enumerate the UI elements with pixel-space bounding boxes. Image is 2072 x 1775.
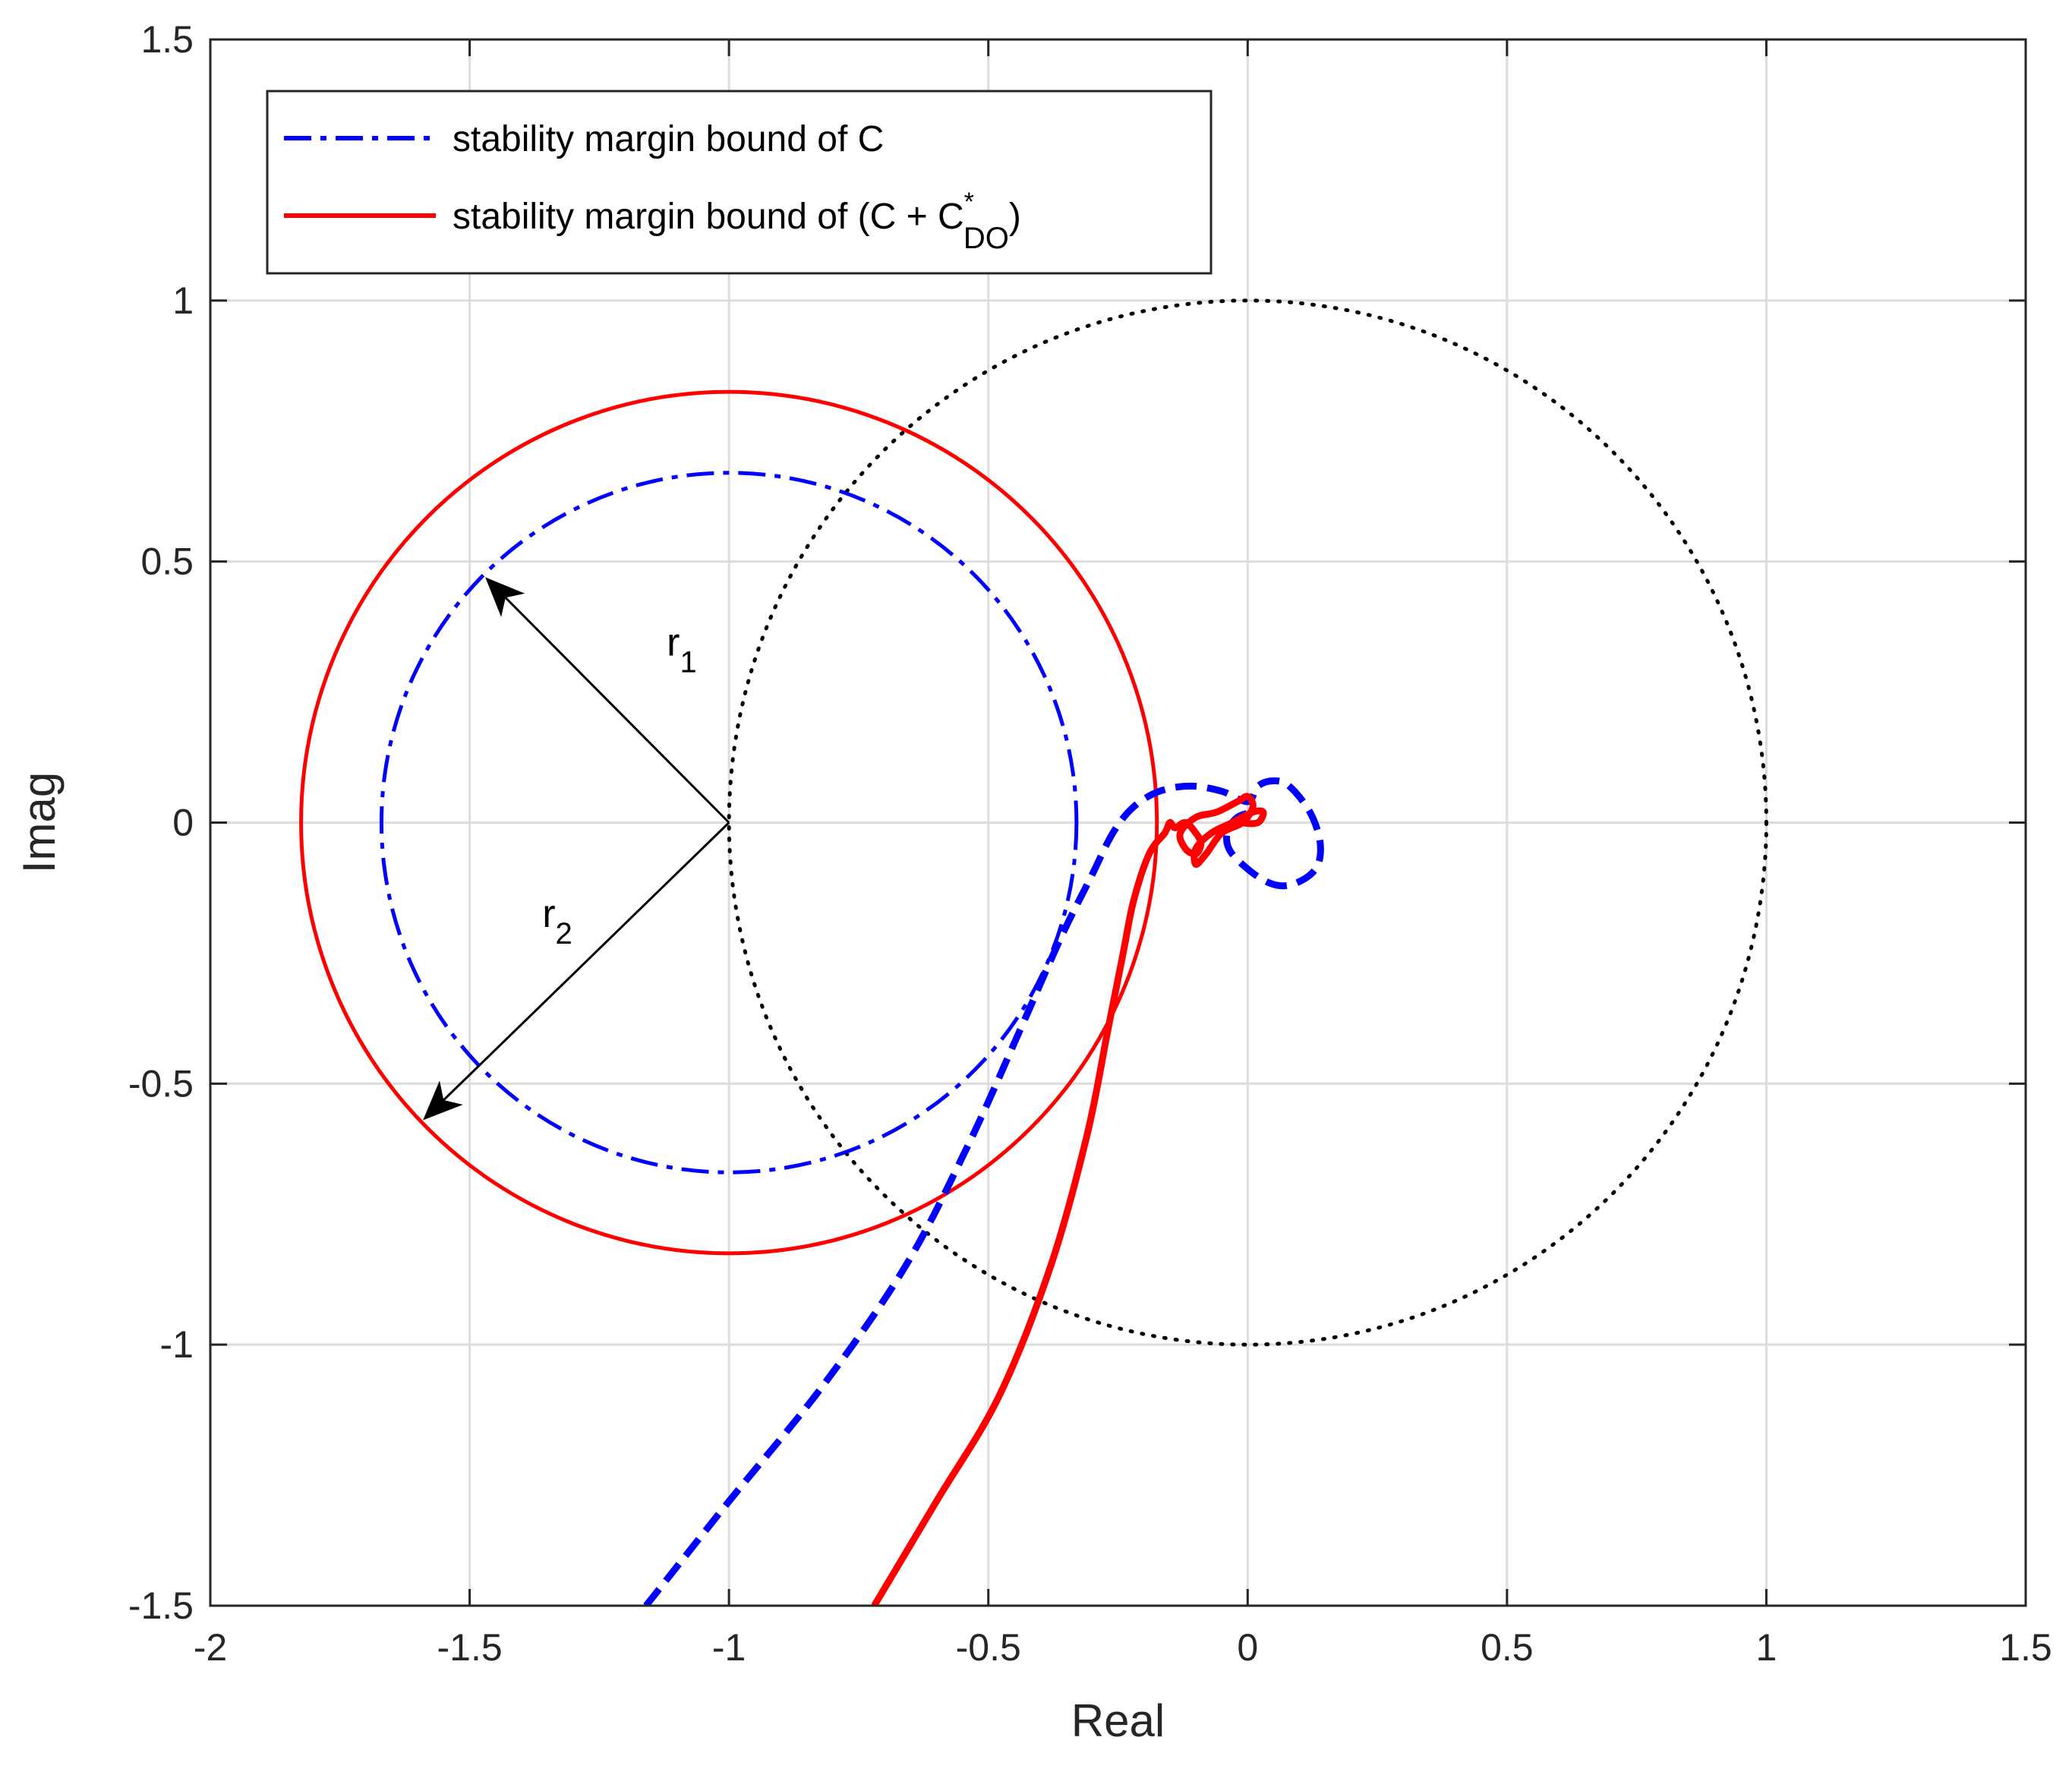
annotation-r2: r2 bbox=[542, 892, 572, 951]
tick-marks bbox=[209, 38, 2027, 1607]
nyquist-series-c bbox=[643, 777, 1324, 1606]
legend-label-suffix: ) bbox=[1009, 197, 1021, 237]
annotation-r1-base: r bbox=[667, 620, 680, 664]
y-tick-label: -0.5 bbox=[128, 1062, 194, 1105]
plot-curves bbox=[299, 298, 1768, 1606]
y-tick-label: 1.5 bbox=[140, 18, 194, 61]
annotation-r2-base: r bbox=[542, 892, 555, 936]
y-axis-title: Imag bbox=[14, 772, 65, 873]
x-tick-label: 1 bbox=[1756, 1626, 1777, 1669]
x-tick-label: 0.5 bbox=[1481, 1626, 1534, 1669]
arrow-head-r1 bbox=[485, 577, 525, 617]
x-tick-label: 0 bbox=[1237, 1626, 1258, 1669]
y-tick-label: -1.5 bbox=[128, 1584, 194, 1627]
arrow-head-r2 bbox=[423, 1080, 463, 1121]
x-tick-label: 1.5 bbox=[1999, 1626, 2052, 1669]
x-tick-label: -0.5 bbox=[956, 1626, 1021, 1669]
annotation-r1: r1 bbox=[667, 620, 697, 679]
x-tick-label: -1.5 bbox=[437, 1626, 502, 1669]
arrow-shaft-r1 bbox=[504, 597, 730, 824]
y-tick-label: 0.5 bbox=[140, 541, 194, 583]
legend-label-c-cdo: stability margin bound of (C + C* DO) bbox=[453, 188, 1021, 255]
annotation-r1-sub: 1 bbox=[680, 645, 696, 679]
y-tick-label: 0 bbox=[172, 802, 194, 844]
y-tick-label: -1 bbox=[160, 1323, 194, 1366]
legend-label-subscript: DO bbox=[963, 222, 1009, 255]
nyquist-series-c-plus-cdo bbox=[871, 793, 1267, 1606]
tick-labels: -2 -1.5 -1 -0.5 0 0.5 1 1.5-1.5-1-0.500.511.5 bbox=[128, 18, 2052, 1669]
legend: stability margin bound of C stability ma… bbox=[266, 90, 1213, 275]
y-tick-label: 1 bbox=[172, 279, 194, 322]
circle-unit-circle bbox=[727, 298, 1768, 1347]
legend-label-superscript: * bbox=[964, 188, 974, 216]
arrow-shaft-r2 bbox=[443, 821, 730, 1102]
legend-label-c-cdo-prefix: stability margin bound of (C + C bbox=[453, 197, 964, 237]
annotations bbox=[423, 577, 730, 1121]
circle-stability-margin-bound-of-c bbox=[379, 471, 1079, 1174]
x-tick-label: -2 bbox=[194, 1626, 227, 1669]
legend-label-c: stability margin bound of C bbox=[453, 119, 884, 159]
x-tick-label: -1 bbox=[712, 1626, 746, 1669]
legend-box bbox=[266, 90, 1213, 275]
circle-stability-margin-bound-of-c-c-do- bbox=[299, 389, 1159, 1256]
x-axis-title: Real bbox=[1071, 1695, 1165, 1746]
annotation-r2-sub: 2 bbox=[556, 917, 572, 951]
